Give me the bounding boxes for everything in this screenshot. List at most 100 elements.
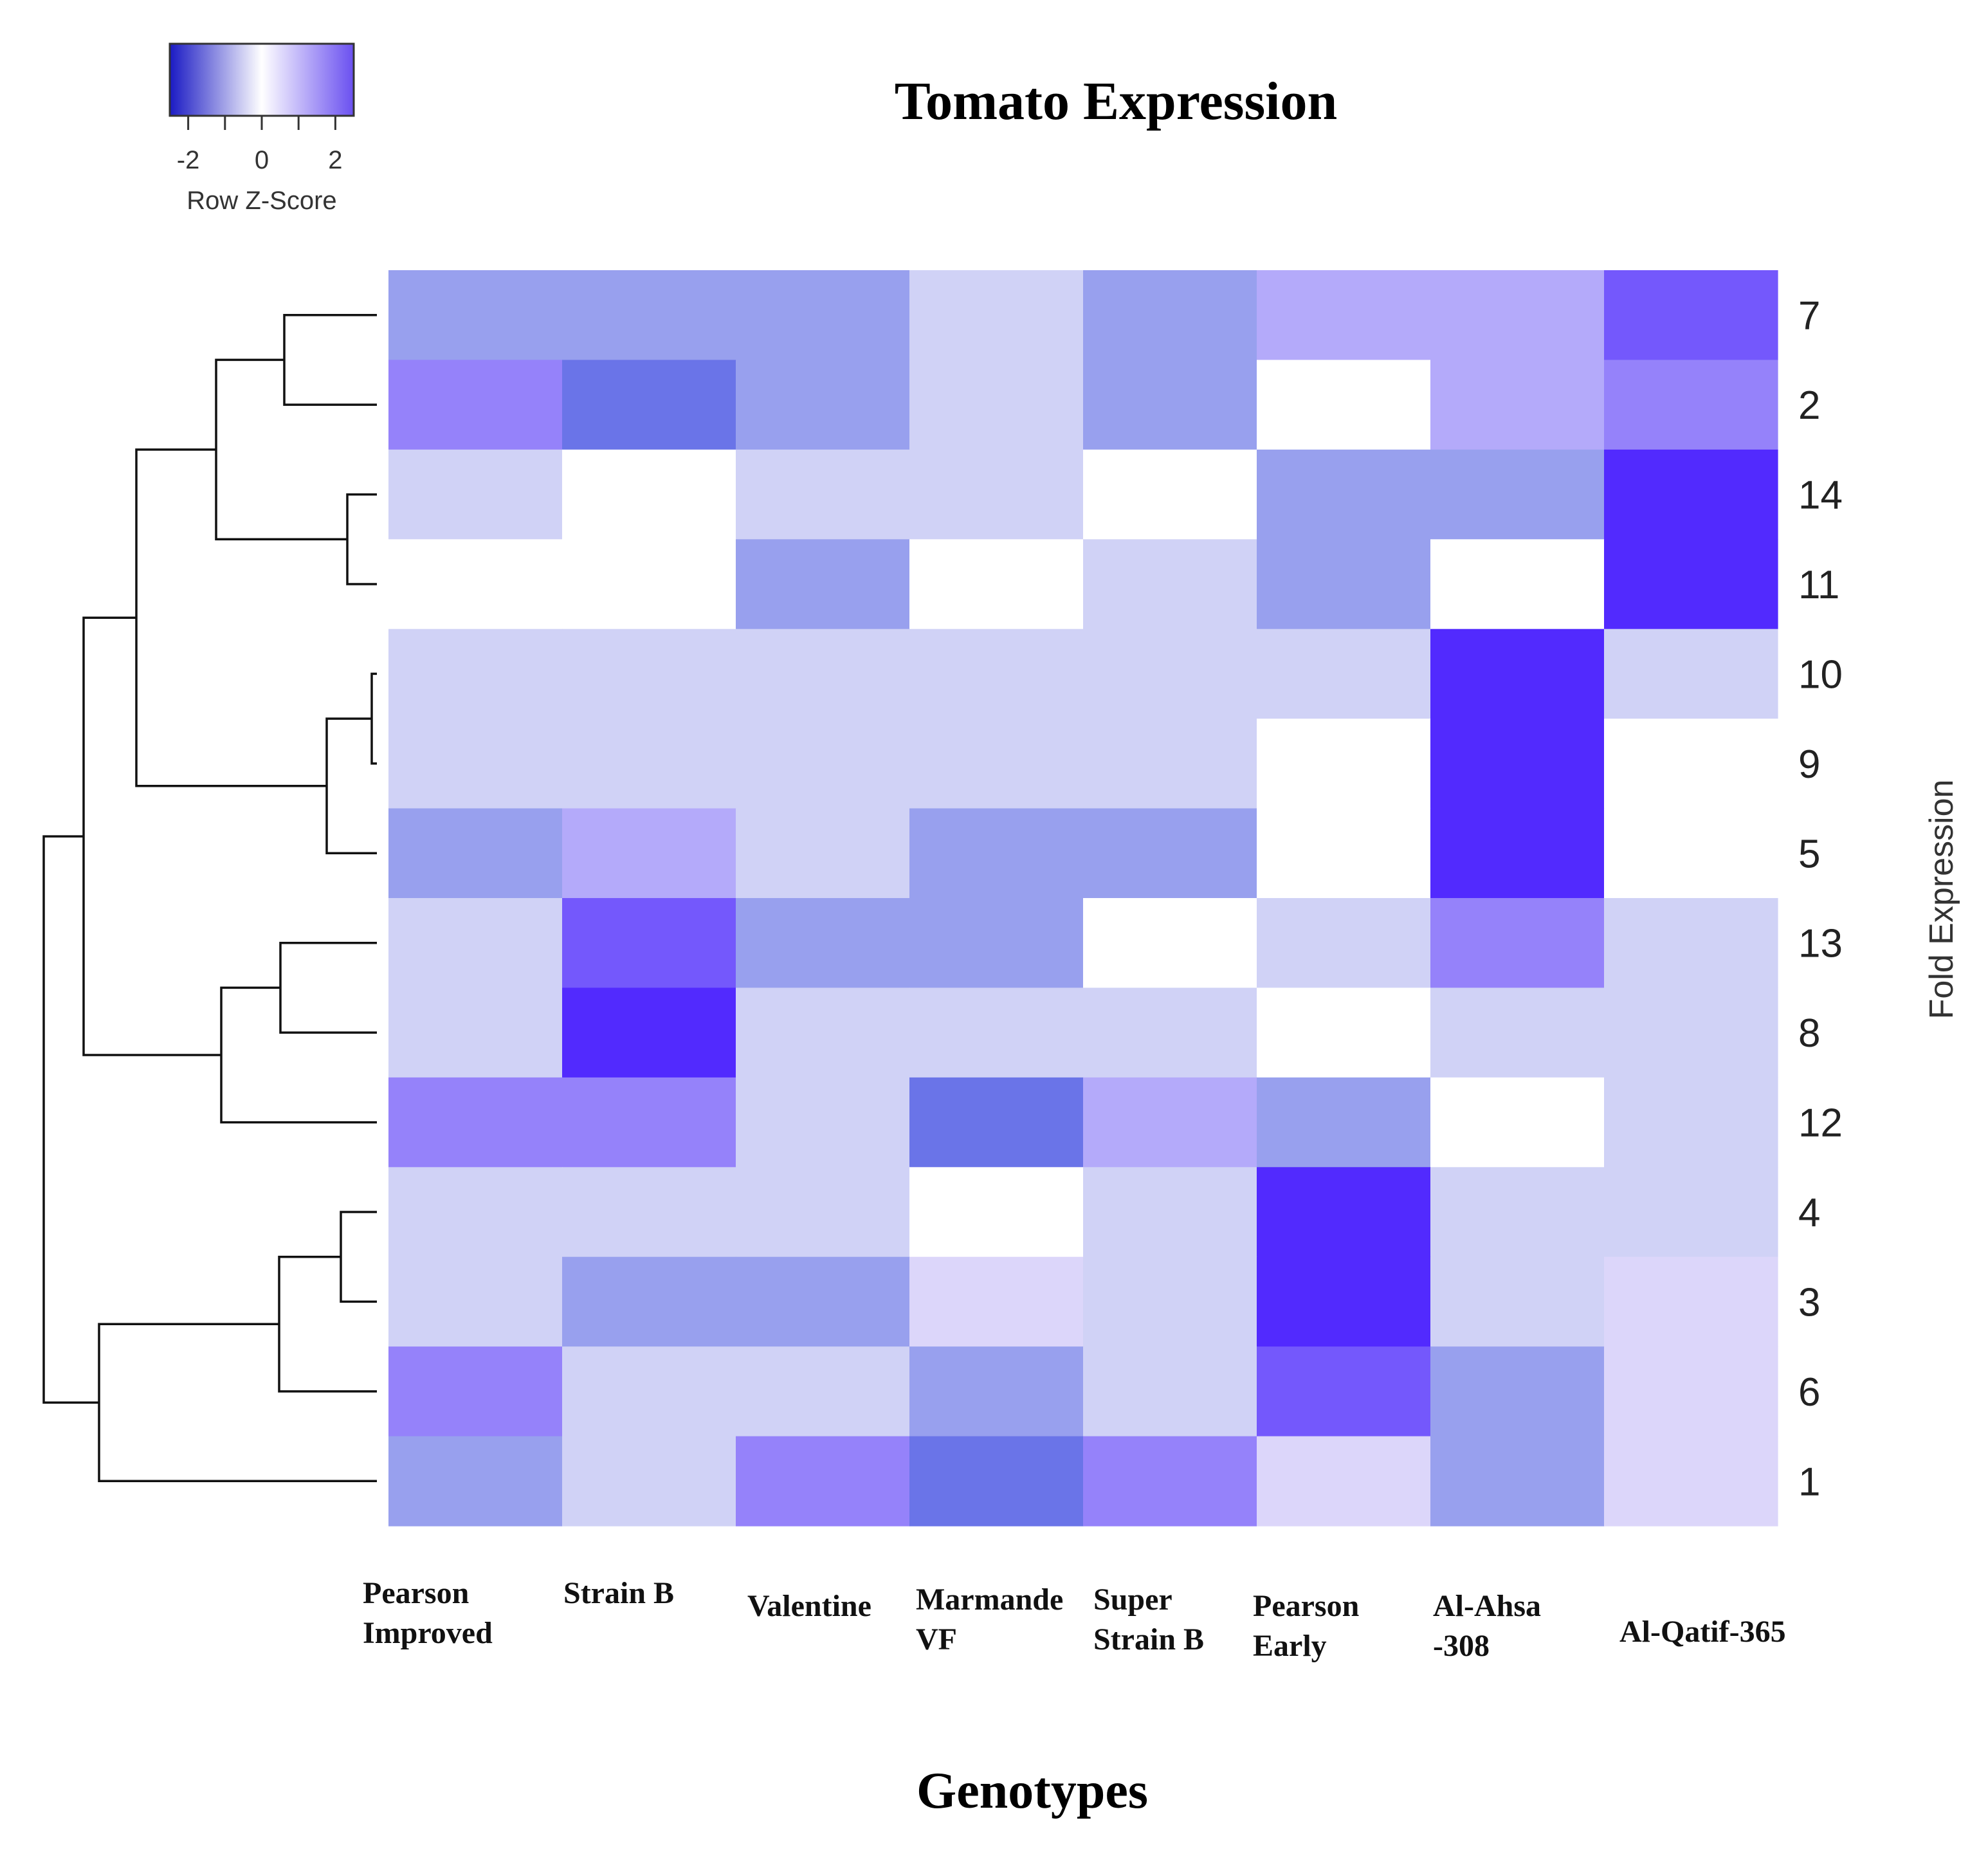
heatmap-cell — [736, 629, 910, 719]
heatmap-cell — [1430, 808, 1605, 899]
heatmap-cell — [909, 808, 1084, 899]
color-key-bar — [169, 42, 355, 117]
heatmap-cell — [562, 808, 736, 899]
heatmap-cell — [909, 898, 1084, 989]
heatmap-cell — [1257, 719, 1431, 809]
column-label: Al-Qatif-365 — [1619, 1615, 1786, 1649]
column-label: Valentine — [747, 1589, 871, 1623]
heatmap-cell — [562, 719, 736, 809]
heatmap-cell — [1083, 898, 1257, 989]
row-label: 5 — [1798, 832, 1820, 876]
row-label: 4 — [1798, 1191, 1820, 1235]
heatmap-cell — [1083, 1167, 1257, 1258]
heatmap-cell — [736, 808, 910, 899]
heatmap-cell — [562, 1167, 736, 1258]
heatmap-cell — [1083, 360, 1257, 450]
heatmap-cell — [1430, 1346, 1605, 1437]
heatmap-cell — [1083, 1346, 1257, 1437]
heatmap-cell — [1604, 629, 1778, 719]
row-label: 14 — [1798, 473, 1843, 518]
heatmap-cell — [1430, 987, 1605, 1078]
heatmap-cells — [388, 270, 1778, 1527]
heatmap-cell — [909, 449, 1084, 540]
row-label: 11 — [1798, 563, 1839, 607]
heatmap-cell — [388, 360, 563, 450]
heatmap-cell — [736, 539, 910, 630]
heatmap-cell — [1083, 719, 1257, 809]
heatmap-cell — [1604, 898, 1778, 989]
heatmap-cell — [736, 719, 910, 809]
heatmap-cell — [388, 1346, 563, 1437]
row-label: 9 — [1798, 742, 1820, 787]
heatmap-cell — [909, 1436, 1084, 1527]
heatmap-cell — [1257, 449, 1431, 540]
column-label: Pearson Early — [1253, 1589, 1359, 1663]
heatmap-cell — [1430, 898, 1605, 989]
heatmap-cell — [1604, 808, 1778, 899]
color-key-tick-label: 0 — [255, 146, 269, 174]
heatmap-cell — [388, 719, 563, 809]
color-key-tick-label: 2 — [328, 146, 342, 174]
row-dendrogram — [42, 313, 377, 1483]
heatmap-cell — [388, 1077, 563, 1168]
heatmap-cell — [1430, 360, 1605, 450]
heatmap-cell — [1257, 1077, 1431, 1168]
heatmap-cell — [909, 1256, 1084, 1347]
heatmap-cell — [1083, 1436, 1257, 1527]
heatmap-cell — [1604, 1077, 1778, 1168]
heatmap-cell — [736, 449, 910, 540]
heatmap-cell — [736, 1436, 910, 1527]
row-label: 8 — [1798, 1011, 1820, 1056]
heatmap-cell — [909, 539, 1084, 630]
heatmap-cell — [1604, 987, 1778, 1078]
heatmap-cell — [1083, 629, 1257, 719]
heatmap-cell — [562, 1256, 736, 1347]
row-label: 2 — [1798, 383, 1820, 428]
heatmap-cell — [1083, 270, 1257, 361]
heatmap-cell — [1604, 539, 1778, 630]
heatmap-cell — [1257, 360, 1431, 450]
heatmap-cell — [1083, 1077, 1257, 1168]
heatmap-cell — [562, 987, 736, 1078]
row-label: 12 — [1798, 1101, 1843, 1146]
heatmap-cell — [736, 1167, 910, 1258]
heatmap-cell — [736, 270, 910, 361]
heatmap-cell — [562, 1077, 736, 1168]
row-labels: 7 2 14 11 10 9 5 13 8 12 4 3 6 1 — [1798, 294, 1843, 1505]
y-axis-label: Fold Expression — [1923, 780, 1960, 1020]
heatmap-cell — [562, 539, 736, 630]
heatmap-cell — [1604, 360, 1778, 450]
column-labels: Pearson Improved Strain B Valentine Marmande… — [363, 1576, 1786, 1663]
heatmap-cell — [562, 1346, 736, 1437]
heatmap-cell — [1604, 1167, 1778, 1258]
heatmap-cell — [1083, 808, 1257, 899]
heatmap-cell — [388, 629, 563, 719]
heatmap-cell — [1604, 719, 1778, 809]
dendrogram-branch — [42, 835, 99, 1404]
heatmap-cell — [388, 539, 563, 630]
heatmap-cell — [736, 987, 910, 1078]
row-label: 3 — [1798, 1280, 1820, 1325]
heatmap-cell — [1257, 539, 1431, 630]
heatmap-cell — [736, 1077, 910, 1168]
chart-title: Tomato Expression — [895, 71, 1338, 131]
heatmap-cell — [388, 987, 563, 1078]
heatmap-cell — [562, 1436, 736, 1527]
heatmap-cell — [1430, 1077, 1605, 1168]
heatmap-cell — [909, 1167, 1084, 1258]
row-label: 1 — [1798, 1460, 1820, 1504]
color-key-tick-label: -2 — [177, 146, 200, 174]
heatmap-cell — [1430, 449, 1605, 540]
heatmap-cell — [1257, 270, 1431, 361]
heatmap-cell — [1430, 539, 1605, 630]
heatmap-cell — [909, 360, 1084, 450]
heatmap-cell — [388, 449, 563, 540]
row-label: 10 — [1798, 652, 1843, 697]
heatmap-cell — [1083, 449, 1257, 540]
heatmap-cell — [736, 898, 910, 989]
heatmap-cell — [1604, 1346, 1778, 1437]
heatmap-cell — [388, 1436, 563, 1527]
heatmap-cell — [909, 719, 1084, 809]
heatmap-cell — [1604, 270, 1778, 361]
